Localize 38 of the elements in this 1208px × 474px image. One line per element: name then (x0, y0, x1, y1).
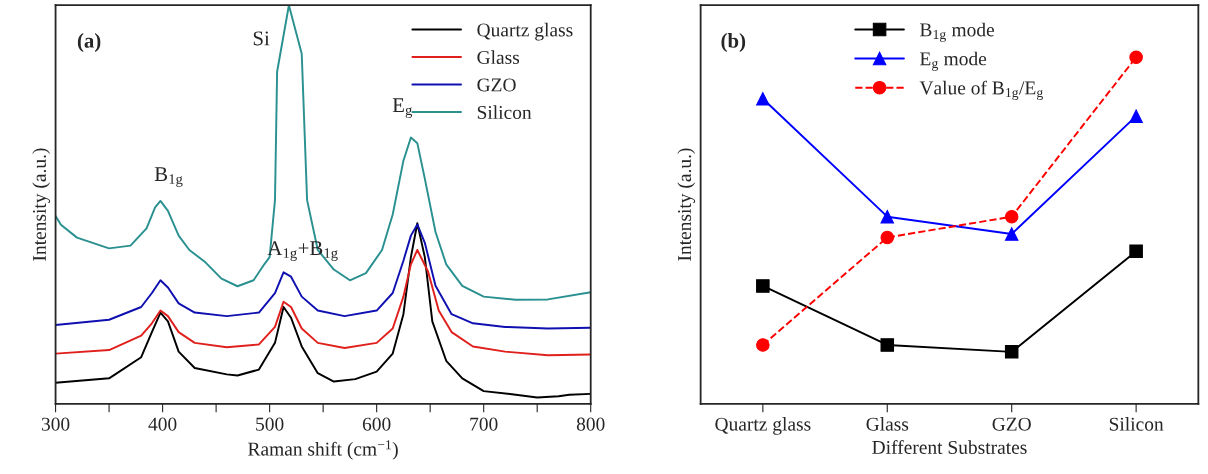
point (1129, 50, 1143, 64)
x-tick-label: GZO (992, 417, 1031, 431)
point (1004, 209, 1019, 224)
x-tick-label: Glass (866, 417, 909, 431)
annotation: (a) (77, 33, 101, 53)
text: (b) (721, 33, 746, 53)
legend-label: Silicon (477, 105, 532, 119)
point (756, 279, 770, 293)
legend-label: E$_{g}$ mode (920, 51, 987, 71)
x-tick-label: 500 (256, 417, 284, 431)
point (1129, 109, 1143, 123)
point (880, 230, 895, 245)
annotation: E$_{g}$ (392, 98, 413, 118)
x-tick-label: Quartz glass (715, 417, 811, 435)
annotation: B$_{1g}$ (154, 167, 183, 187)
x-tick-label: 300 (41, 417, 70, 431)
legend-label: Value of B$_{1g}$/E$_{g}$ (919, 80, 1043, 100)
annotation: Si (253, 31, 270, 46)
x-axis-title: Raman shift (cm$^{−1}$) (248, 440, 398, 460)
point (880, 338, 895, 352)
y-axis-title: Intensity (a.u.) (32, 148, 51, 261)
point (880, 209, 895, 224)
point (1004, 345, 1019, 359)
x-tick-label: Silicon (1109, 417, 1164, 431)
legend-label: Glass (477, 50, 520, 65)
legend-label: GZO (477, 78, 516, 92)
legend-label: Quartz glass (477, 22, 573, 41)
x-tick-label: 700 (470, 417, 498, 431)
x-tick-label: 600 (362, 417, 391, 431)
x-tick-label: 800 (576, 417, 605, 431)
legend-label: B$_{1g}$ mode (920, 22, 995, 42)
point (1129, 244, 1143, 259)
x-axis-title: Different Substrates (872, 440, 1027, 454)
point (756, 92, 770, 106)
y-axis-title: Intensity (a.u.) (677, 148, 696, 261)
point (756, 338, 770, 352)
point (1004, 227, 1019, 241)
x-tick-label: 400 (148, 417, 177, 431)
